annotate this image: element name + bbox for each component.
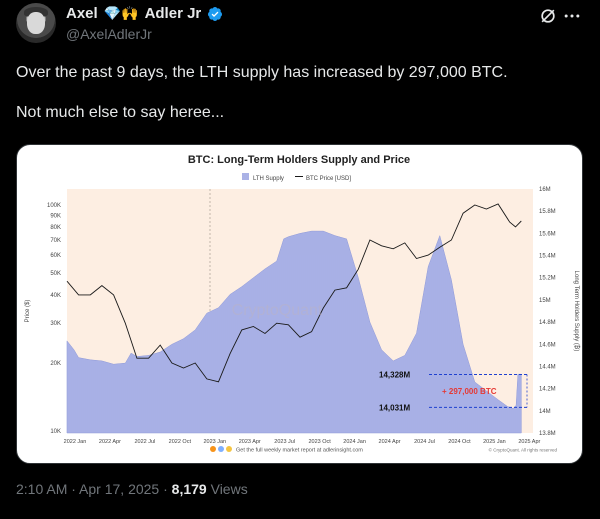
x-tick-label: 2022 Jul xyxy=(135,439,156,445)
x-tick-label: 2023 Jul xyxy=(274,439,295,445)
author-name-second[interactable]: Adler Jr xyxy=(144,5,202,22)
tweet-line-1: Over the past 9 days, the LTH supply has… xyxy=(16,64,508,81)
annotation-lower-label: 14,031M xyxy=(379,403,410,412)
lth-supply-price-chart: BTC: Long-Term Holders Supply and Price … xyxy=(25,154,580,454)
y-left-tick-label: 80K xyxy=(50,225,61,231)
x-tick-label: 2022 Apr xyxy=(99,439,121,445)
post-time[interactable]: 2:10 AM xyxy=(16,481,68,497)
legend-swatch-supply xyxy=(242,173,249,180)
chart-footer: Get the full weekly market report at adl… xyxy=(210,446,557,454)
x-tick-label: 2023 Apr xyxy=(239,439,261,445)
tweet-text: Over the past 9 days, the LTH supply has… xyxy=(16,63,586,123)
y-right-tick-label: 14.8M xyxy=(539,320,556,326)
meta-separator: · xyxy=(67,481,80,497)
x-tick-label: 2022 Oct xyxy=(169,439,192,445)
y-right-tick-label: 15.2M xyxy=(539,276,556,282)
meta-separator-2: · xyxy=(159,481,172,497)
verified-badge-icon xyxy=(208,6,223,21)
tweet-line-2: Not much else to say heree... xyxy=(16,104,225,121)
author-handle[interactable]: @AxelAdlerJr xyxy=(66,26,152,42)
more-options-icon[interactable] xyxy=(562,6,582,26)
footer-copyright: © CryptoQuant. All rights reserved xyxy=(489,447,558,453)
y-right-tick-label: 15.6M xyxy=(539,231,556,237)
x-tick-label: 2024 Jan xyxy=(343,439,366,445)
author-avatar[interactable] xyxy=(16,3,56,43)
author-name-row[interactable]: Axel 💎🙌 Adler Jr xyxy=(66,5,223,22)
y-left-tick-label: 70K xyxy=(50,238,61,244)
y-right-tick-label: 15.4M xyxy=(539,254,556,260)
views-label: Views xyxy=(206,481,248,497)
legend-price-label: BTC Price [USD] xyxy=(306,176,351,182)
author-name-first[interactable]: Axel xyxy=(66,5,98,22)
y-right-tick-label: 15M xyxy=(539,298,551,304)
x-tick-label: 2022 Jan xyxy=(64,439,87,445)
post-date[interactable]: Apr 17, 2025 xyxy=(79,481,160,497)
avatar-face xyxy=(27,12,45,34)
y-left-tick-label: 20K xyxy=(50,361,61,367)
media-card[interactable]: BTC: Long-Term Holders Supply and Price … xyxy=(16,144,583,464)
y-right-tick-label: 14.2M xyxy=(539,387,556,393)
y-right-tick-label: 14.4M xyxy=(539,364,556,370)
y-left-tick-label: 40K xyxy=(50,293,61,299)
footer-logo-icon xyxy=(210,446,216,452)
tweet-meta: 2:10 AM · Apr 17, 2025 · 8,179 Views xyxy=(16,481,248,497)
legend-supply-label: LTH Supply xyxy=(253,176,284,182)
y-right-tick-label: 14.6M xyxy=(539,342,556,348)
grok-icon[interactable] xyxy=(538,6,558,26)
annotation-upper-label: 14,328M xyxy=(379,370,410,379)
views-count: 8,179 xyxy=(171,481,207,497)
chart-title: BTC: Long-Term Holders Supply and Price xyxy=(188,154,410,166)
y-right-tick-label: 13.8M xyxy=(539,431,556,437)
annotation-delta-label: + 297,000 BTC xyxy=(442,387,497,396)
y-left-tick-label: 60K xyxy=(50,253,61,259)
lth-supply-area xyxy=(66,230,522,434)
x-tick-label: 2025 Jan xyxy=(483,439,506,445)
x-tick-label: 2024 Oct xyxy=(448,439,471,445)
x-tick-label: 2024 Apr xyxy=(379,439,401,445)
x-tick-label: 2023 Oct xyxy=(308,439,331,445)
y-left-tick-label: 100K xyxy=(47,203,61,209)
x-tick-label: 2024 Jul xyxy=(414,439,435,445)
y-left-tick-label: 50K xyxy=(50,271,61,277)
chart-legend: LTH Supply BTC Price [USD] xyxy=(242,173,351,182)
footer-gem-icon xyxy=(218,446,224,452)
y-left-tick-label: 10K xyxy=(50,429,61,435)
footer-report-text: Get the full weekly market report at adl… xyxy=(236,448,363,454)
y-right-tick-label: 16M xyxy=(539,187,551,193)
x-tick-label: 2025 Apr xyxy=(518,439,540,445)
footer-hands-icon xyxy=(226,446,232,452)
x-tick-label: 2023 Jan xyxy=(203,439,226,445)
y-right-tick-label: 14M xyxy=(539,409,551,415)
btc-price-line xyxy=(66,203,522,383)
y-axis-left-label: Price ($) xyxy=(25,300,31,323)
y-left-tick-label: 90K xyxy=(50,213,61,219)
author-emoji: 💎🙌 xyxy=(103,5,139,21)
y-axis-right-label: Long Term Holders Supply (₿) xyxy=(573,271,580,352)
y-right-tick-label: 15.8M xyxy=(539,209,556,215)
y-left-tick-label: 30K xyxy=(50,321,61,327)
chart-watermark: CryptoQuant xyxy=(232,302,323,319)
